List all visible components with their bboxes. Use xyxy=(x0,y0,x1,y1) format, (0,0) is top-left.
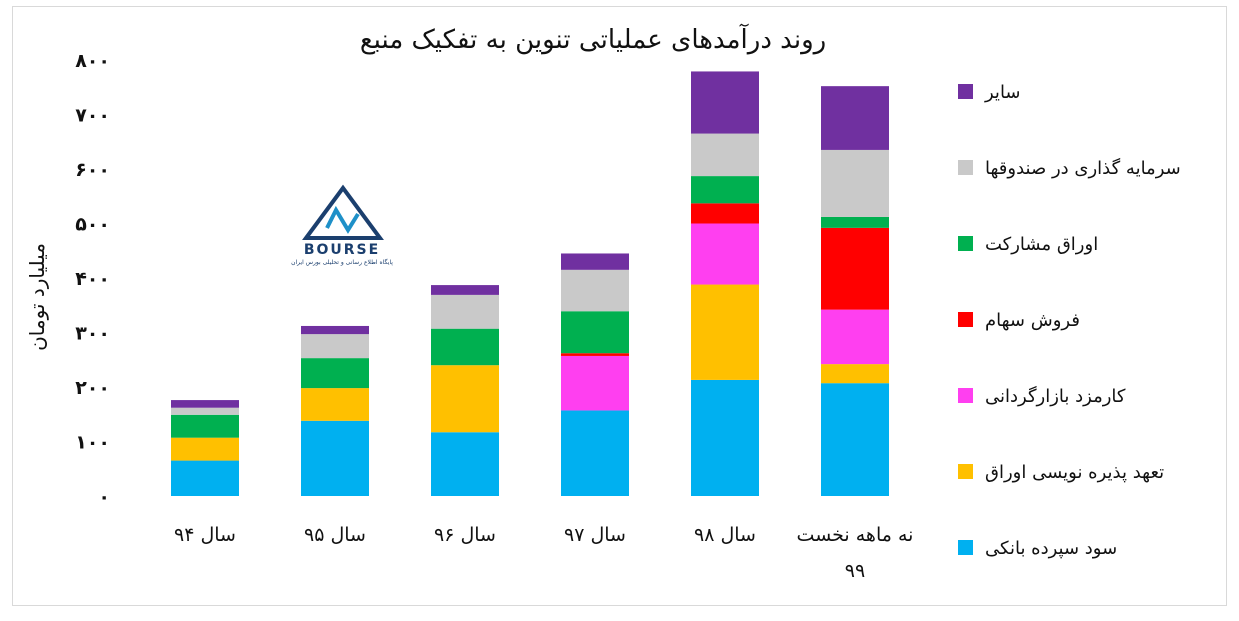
bar-segment xyxy=(301,334,369,359)
legend-label: سود سپرده بانکی xyxy=(985,538,1117,559)
bar-segment xyxy=(431,432,499,496)
bar-segment xyxy=(561,311,629,354)
bar-segment xyxy=(821,149,889,217)
bar-segment xyxy=(561,355,629,411)
bar-segment xyxy=(301,358,369,389)
bar-segment xyxy=(561,353,629,356)
bar-segment xyxy=(301,388,369,421)
y-tick-label: ۴۰۰ xyxy=(75,268,110,290)
bar-segment xyxy=(691,133,759,177)
bar-segment xyxy=(691,284,759,380)
bar-segment xyxy=(821,309,889,365)
logo-wave-icon xyxy=(325,205,360,234)
legend-label: سرمایه گذاری در صندوقها xyxy=(985,157,1181,179)
legend-label: فروش سهام xyxy=(985,310,1080,331)
legend-label: تعهد پذیره نویسی اوراق xyxy=(985,462,1164,483)
bar-segment xyxy=(561,269,629,312)
x-category-label: سال ۹۴ xyxy=(174,524,236,546)
y-tick-label: ۰ xyxy=(98,486,110,508)
bar-segment xyxy=(171,437,239,461)
bar-segment xyxy=(301,325,369,335)
bar-segment xyxy=(431,285,499,295)
bar-segment xyxy=(301,420,369,496)
y-axis-label: میلیارد تومان xyxy=(25,243,49,351)
y-tick-label: ۶۰۰ xyxy=(75,159,110,181)
bar-segment xyxy=(431,328,499,366)
x-category-label: سال ۹۸ xyxy=(694,524,756,546)
bar-segment xyxy=(561,410,629,496)
bourse-logo: BOURSE پایگاه اطلاع رسانی و تحلیلی بورس … xyxy=(291,184,393,266)
y-axis-ticks: ۰ ۱۰۰ ۲۰۰ ۳۰۰ ۴۰۰ ۵۰۰ ۶۰۰ ۷۰۰ ۸۰۰ xyxy=(75,50,110,508)
legend-swatch xyxy=(958,312,973,327)
bar-segment xyxy=(171,460,239,496)
legend-label: اوراق مشارکت xyxy=(985,234,1098,255)
legend-swatch xyxy=(958,84,973,99)
legend-swatch xyxy=(958,236,973,251)
bar-segment xyxy=(431,294,499,329)
bars xyxy=(171,71,889,496)
y-tick-label: ۷۰۰ xyxy=(75,105,110,127)
legend-swatch xyxy=(958,464,973,479)
bar-segment xyxy=(821,216,889,228)
logo-subtitle: پایگاه اطلاع رسانی و تحلیلی بورس ایران xyxy=(291,258,393,266)
bar-segment xyxy=(691,71,759,134)
x-category-label: نه ماهه نخست ۹۹ xyxy=(797,524,914,582)
y-tick-label: ۳۰۰ xyxy=(75,323,110,345)
bar-segment xyxy=(821,227,889,310)
x-category-label: سال ۹۷ xyxy=(564,524,626,546)
x-category-label: سال ۹۵ xyxy=(304,524,366,546)
bar-segment xyxy=(691,203,759,224)
y-tick-label: ۲۰۰ xyxy=(75,377,110,399)
legend: سایر سرمایه گذاری در صندوقها اوراق مشارکت ف… xyxy=(958,82,1181,559)
y-tick-label: ۸۰۰ xyxy=(75,50,110,72)
legend-label: سایر xyxy=(984,82,1021,103)
bar-segment xyxy=(561,253,629,270)
bar-segment xyxy=(691,223,759,285)
legend-swatch xyxy=(958,160,973,175)
bar-segment xyxy=(171,414,239,438)
logo-triangle-icon xyxy=(302,184,384,240)
legend-label: کارمزد بازارگردانی xyxy=(985,385,1126,407)
logo-text: BOURSE xyxy=(304,242,380,258)
bar-segment xyxy=(431,365,499,433)
bar-segment xyxy=(821,364,889,384)
bar-segment xyxy=(821,383,889,496)
bar-segment xyxy=(171,407,239,415)
bar-segment xyxy=(821,86,889,150)
legend-swatch xyxy=(958,388,973,403)
bar-segment xyxy=(691,379,759,496)
x-category-label: سال ۹۶ xyxy=(434,524,496,546)
y-tick-label: ۵۰۰ xyxy=(75,214,110,236)
bar-segment xyxy=(171,400,239,408)
y-tick-label: ۱۰۰ xyxy=(75,432,110,454)
legend-swatch xyxy=(958,540,973,555)
chart-title: روند درآمدهای عملیاتی تنوین به تفکیک منب… xyxy=(360,23,826,55)
bar-segment xyxy=(691,176,759,204)
x-axis-categories: سال ۹۴ سال ۹۵ سال ۹۶ سال ۹۷ سال ۹۸ نه ماهه نخ… xyxy=(174,524,913,582)
